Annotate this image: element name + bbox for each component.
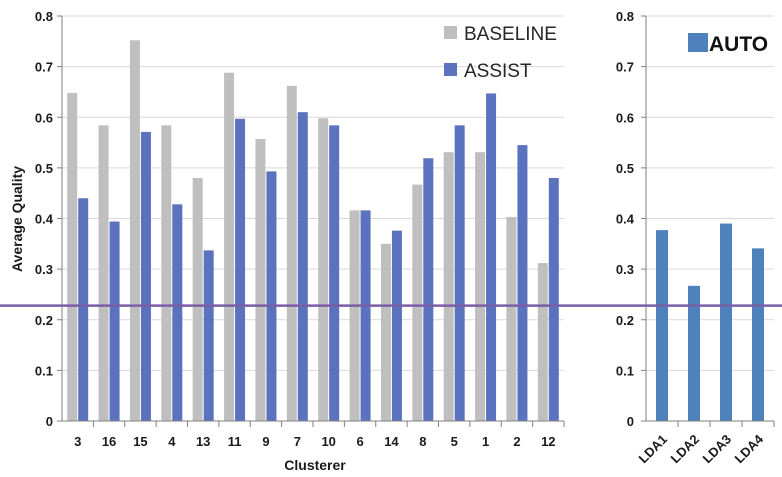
x-tick-label: 9 bbox=[262, 434, 269, 449]
x-tick-label: LDA3 bbox=[700, 432, 735, 467]
bar-auto-lda2 bbox=[688, 285, 700, 421]
bar-assist-4 bbox=[172, 204, 183, 421]
x-tick-label: 5 bbox=[451, 434, 458, 449]
y-tick-label: 0.4 bbox=[616, 212, 635, 227]
x-tick-label: 4 bbox=[168, 434, 176, 449]
y-tick-label: 0.2 bbox=[616, 313, 634, 328]
bar-assist-12 bbox=[548, 178, 559, 421]
x-tick-label: 14 bbox=[384, 434, 399, 449]
bar-assist-14 bbox=[391, 230, 402, 421]
y-tick-label: 0 bbox=[627, 414, 634, 429]
bar-baseline-4 bbox=[161, 125, 172, 421]
x-tick-label: 1 bbox=[482, 434, 489, 449]
x-tick-label: 16 bbox=[102, 434, 116, 449]
bar-baseline-5 bbox=[443, 152, 454, 421]
bar-baseline-10 bbox=[318, 118, 329, 421]
y-tick-label: 0.7 bbox=[616, 60, 634, 75]
y-tick-label: 0.8 bbox=[616, 9, 634, 24]
y-tick-label: 0.5 bbox=[35, 161, 53, 176]
bar-assist-15 bbox=[140, 131, 151, 421]
x-tick-label: 8 bbox=[419, 434, 426, 449]
y-tick-label: 0.5 bbox=[616, 161, 634, 176]
x-tick-label: 7 bbox=[294, 434, 301, 449]
bar-assist-7 bbox=[297, 112, 308, 421]
x-tick-label: LDA1 bbox=[636, 432, 671, 467]
legend-left: BASELINE ASSIST bbox=[444, 24, 557, 82]
bar-assist-10 bbox=[329, 125, 340, 421]
bar-baseline-8 bbox=[412, 184, 423, 421]
bar-auto-lda1 bbox=[656, 230, 668, 421]
bar-assist-8 bbox=[423, 158, 434, 421]
bar-baseline-2 bbox=[506, 216, 517, 421]
bar-baseline-7 bbox=[286, 85, 297, 422]
y-tick-label: 0.1 bbox=[35, 363, 53, 378]
y-axis-title: Average Quality bbox=[9, 166, 25, 272]
bar-baseline-15 bbox=[129, 40, 140, 422]
legend-label-baseline: BASELINE bbox=[464, 24, 557, 45]
bar-baseline-16 bbox=[98, 125, 109, 421]
bar-assist-11 bbox=[235, 118, 246, 422]
y-tick-label: 0.6 bbox=[35, 110, 53, 125]
bar-assist-13 bbox=[203, 250, 214, 421]
bar-auto-lda3 bbox=[720, 223, 732, 421]
bar-baseline-14 bbox=[380, 243, 391, 421]
bar-assist-9 bbox=[266, 171, 277, 421]
x-tick-label: 3 bbox=[74, 434, 81, 449]
bar-auto-lda4 bbox=[752, 248, 764, 421]
bar-assist-6 bbox=[360, 210, 371, 421]
legend-right: AUTO bbox=[688, 33, 768, 56]
legend-swatch-auto bbox=[688, 33, 708, 52]
bar-baseline-6 bbox=[349, 210, 360, 421]
y-tick-label: 0.8 bbox=[35, 9, 53, 24]
y-tick-label: 0.2 bbox=[35, 313, 53, 328]
x-tick-label: 11 bbox=[228, 434, 242, 449]
bar-baseline-12 bbox=[537, 263, 548, 421]
y-tick-label: 0.6 bbox=[616, 110, 634, 125]
bar-assist-16 bbox=[109, 221, 120, 421]
y-tick-label: 0.4 bbox=[35, 212, 54, 227]
x-tick-label: 15 bbox=[133, 434, 147, 449]
bar-baseline-9 bbox=[255, 139, 266, 422]
x-tick-label: LDA2 bbox=[668, 432, 703, 467]
legend-swatch-baseline bbox=[444, 26, 457, 39]
legend-label-auto: AUTO bbox=[709, 33, 768, 56]
legend-label-assist: ASSIST bbox=[464, 61, 532, 82]
y-tick-label: 0.3 bbox=[35, 262, 53, 277]
bar-assist-2 bbox=[517, 145, 528, 421]
bar-baseline-1 bbox=[475, 152, 486, 421]
bar-assist-5 bbox=[454, 125, 465, 421]
bar-baseline-3 bbox=[67, 92, 78, 421]
x-tick-label: LDA4 bbox=[732, 431, 767, 466]
x-tick-label: 2 bbox=[513, 434, 520, 449]
x-tick-label: 10 bbox=[321, 434, 335, 449]
y-tick-label: 0.3 bbox=[616, 262, 634, 277]
bar-assist-3 bbox=[78, 198, 89, 421]
x-tick-label: 13 bbox=[196, 434, 210, 449]
y-tick-label: 0.7 bbox=[35, 60, 53, 75]
legend-swatch-assist bbox=[444, 63, 457, 76]
x-tick-label: 6 bbox=[356, 434, 363, 449]
x-tick-label: 12 bbox=[541, 434, 555, 449]
y-tick-label: 0.1 bbox=[616, 363, 634, 378]
bar-baseline-13 bbox=[192, 178, 203, 421]
y-tick-label: 0 bbox=[46, 414, 53, 429]
x-axis-title: Clusterer bbox=[284, 457, 346, 473]
bar-baseline-11 bbox=[224, 72, 235, 421]
bar-assist-1 bbox=[486, 93, 497, 422]
